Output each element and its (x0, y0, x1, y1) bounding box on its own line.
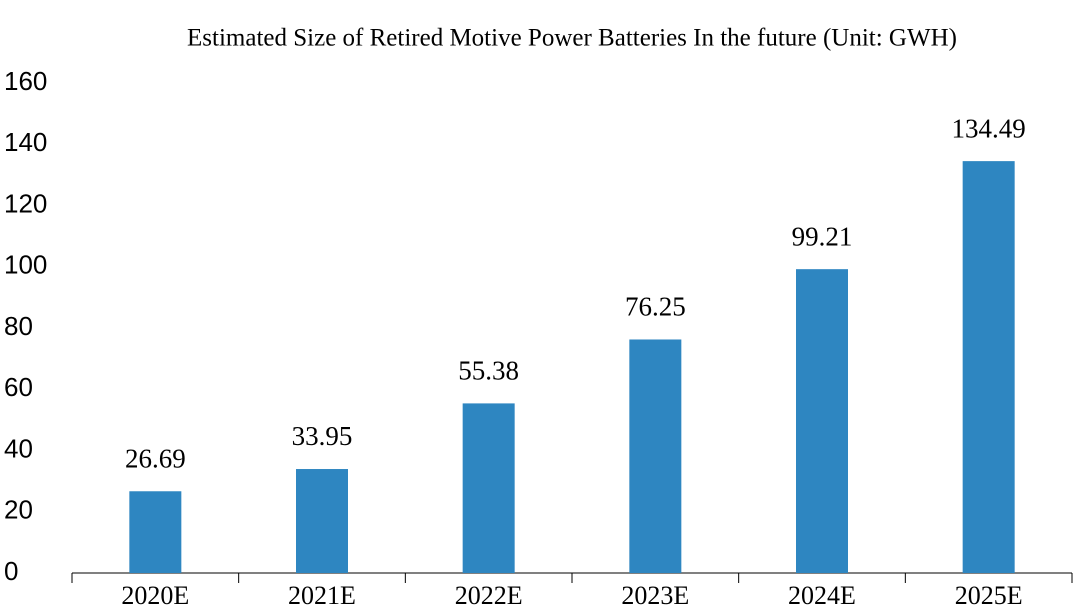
chart-title: Estimated Size of Retired Motive Power B… (187, 25, 957, 52)
x-tick-label: 2020E (121, 581, 189, 609)
value-label: 33.95 (292, 421, 353, 451)
x-tick-label: 2021E (288, 581, 356, 609)
value-label: 26.69 (125, 443, 186, 473)
bar (796, 269, 848, 573)
x-tick-label: 2025E (955, 581, 1023, 609)
bar (629, 339, 682, 573)
y-tick-label: 0 (4, 556, 18, 586)
y-tick-label: 40 (4, 433, 33, 463)
y-tick-label: 20 (4, 495, 33, 525)
bar (962, 161, 1015, 573)
x-tick-label: 2024E (788, 581, 856, 609)
value-label: 134.49 (952, 113, 1026, 143)
value-label: 76.25 (625, 292, 686, 322)
value-label: 55.38 (458, 356, 519, 386)
bar (296, 469, 348, 573)
y-tick-label: 140 (4, 127, 47, 157)
bar (129, 491, 182, 573)
y-tick-label: 120 (4, 188, 47, 218)
bar (462, 403, 515, 573)
x-tick-label: 2022E (455, 581, 523, 609)
y-tick-label: 100 (4, 250, 47, 280)
y-tick-label: 80 (4, 311, 33, 341)
y-tick-label: 60 (4, 372, 33, 402)
y-tick-label: 160 (4, 66, 47, 96)
x-tick-label: 2023E (621, 581, 689, 609)
value-label: 99.21 (792, 221, 853, 251)
